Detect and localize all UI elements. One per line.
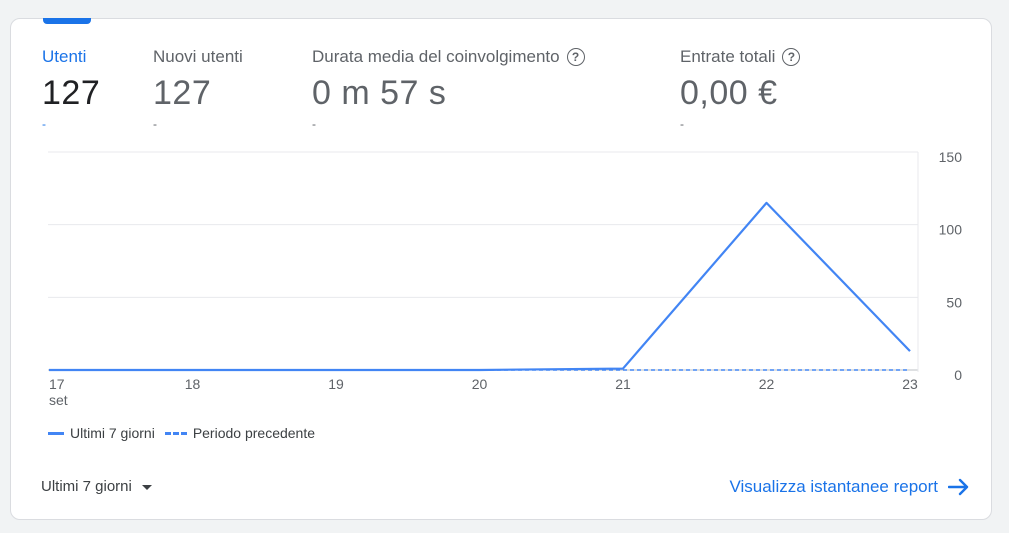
view-report-link[interactable]: Visualizza istantanee report: [729, 477, 970, 497]
metric-tab-total-revenue[interactable]: Entrate totali ? 0,00 € -: [680, 46, 801, 131]
metric-tab-new-users[interactable]: Nuovi utenti 127 -: [153, 46, 243, 131]
x-tick-label: 17: [49, 376, 65, 392]
active-tab-indicator: [43, 18, 91, 24]
metric-tab-users[interactable]: Utenti 127 -: [42, 46, 100, 131]
legend-label: Periodo precedente: [192, 425, 316, 441]
metric-value: 0,00 €: [680, 74, 778, 112]
metric-delta: -: [680, 117, 684, 131]
metric-label: Entrate totali: [680, 47, 776, 66]
x-tick-label: 19: [328, 376, 344, 392]
y-tick-label: 150: [939, 149, 963, 165]
x-tick-label: 23: [902, 376, 918, 392]
metric-label: Utenti: [42, 47, 87, 66]
metric-delta: -: [42, 117, 46, 131]
legend-item-previous[interactable]: Periodo precedente: [164, 425, 316, 441]
x-tick-sublabel: set: [49, 392, 68, 408]
metric-label-row: Durata media del coinvolgimento ?: [312, 46, 585, 68]
date-range-dropdown[interactable]: Ultimi 7 giorni: [41, 478, 152, 495]
metric-delta: -: [312, 117, 316, 131]
arrow-right-icon: [948, 478, 969, 496]
metric-value: 127: [42, 74, 101, 112]
y-tick-label: 0: [954, 367, 962, 383]
legend-swatch-solid: [48, 431, 64, 435]
metric-value: 127: [153, 74, 212, 112]
legend-label: Ultimi 7 giorni: [70, 425, 155, 441]
help-icon[interactable]: ?: [566, 48, 585, 66]
x-tick-label: 18: [185, 376, 201, 392]
help-icon[interactable]: ?: [782, 48, 801, 66]
legend-item-current[interactable]: Ultimi 7 giorni: [48, 425, 155, 441]
metric-tab-engagement-time[interactable]: Durata media del coinvolgimento ? 0 m 57…: [312, 46, 585, 131]
metric-value: 0 m 57 s: [312, 74, 447, 112]
view-report-label: Visualizza istantanee report: [729, 477, 938, 496]
x-tick-label: 22: [759, 376, 775, 392]
date-range-label: Ultimi 7 giorni: [41, 478, 132, 495]
x-tick-label: 20: [472, 376, 488, 392]
y-tick-label: 50: [946, 294, 962, 310]
y-tick-label: 100: [939, 222, 963, 238]
chart-legend: Ultimi 7 giorni Periodo precedente: [48, 425, 315, 441]
caret-down-icon: [141, 485, 152, 490]
metric-delta: -: [153, 117, 157, 131]
overview-card: [10, 18, 992, 520]
legend-swatch-dashed: [164, 431, 187, 435]
x-tick-label: 21: [615, 376, 631, 392]
metric-label: Durata media del coinvolgimento: [312, 47, 560, 66]
series-line-current: [49, 201, 911, 372]
metric-label-row: Entrate totali ?: [680, 46, 801, 68]
metric-label: Nuovi utenti: [153, 47, 243, 66]
